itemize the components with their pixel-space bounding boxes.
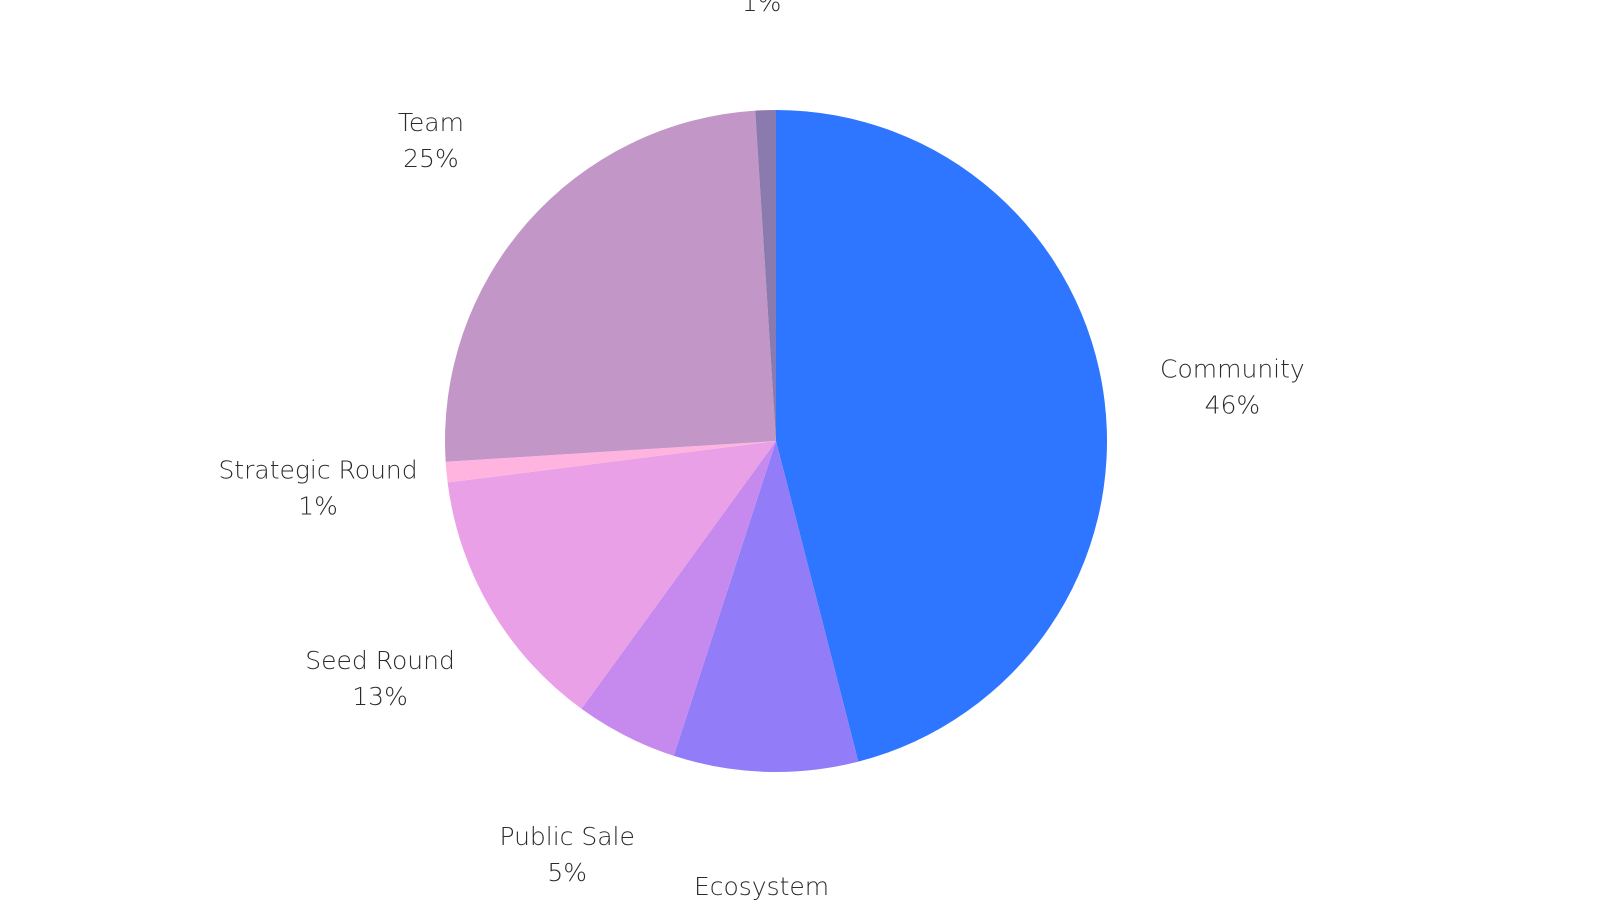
slice-value-strategic-round: 1%: [298, 491, 338, 520]
slice-label-team: Team: [398, 108, 464, 137]
slice-value-seed-round: 13%: [352, 682, 408, 711]
slice-value-community: 46%: [1205, 390, 1261, 419]
pie-slice-community: [776, 110, 1108, 762]
slice-value-team: 25%: [403, 144, 459, 173]
pie-slice-public-sale: [581, 441, 776, 756]
pie-slice-strategic-round: [445, 441, 776, 483]
pie-slices: [445, 110, 1108, 772]
slice-value-advisors: 1%: [742, 0, 782, 17]
slice-label-seed-round: Seed Round: [305, 646, 455, 675]
pie-slice-team: [445, 110, 776, 462]
slice-label-strategic-round: Strategic Round: [218, 455, 417, 484]
pie-slice-seed-round: [447, 441, 776, 709]
slice-label-community: Community: [1160, 354, 1305, 383]
pie-slice-advisors: [755, 110, 776, 441]
slice-label-ecosystem: Ecosystem: [694, 872, 829, 900]
pie-slice-ecosystem: [673, 441, 859, 772]
slice-label-public-sale: Public Sale: [499, 822, 634, 851]
slice-value-public-sale: 5%: [547, 858, 587, 887]
